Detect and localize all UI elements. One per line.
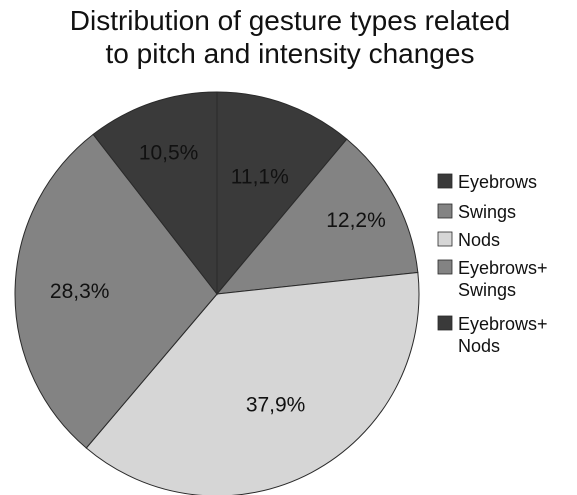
pie-slice <box>14 133 218 449</box>
legend-item: Eyebrows+ Swings <box>437 258 548 300</box>
pie-slices <box>14 91 420 495</box>
pie-slice <box>215 138 419 295</box>
legend-label: Swings <box>458 202 516 222</box>
pie-slice <box>216 91 348 296</box>
chart-title: Distribution of gesture types related to… <box>70 5 510 69</box>
pie-slice-label: 10,5% <box>139 142 199 165</box>
legend-item: Eyebrows <box>437 172 537 192</box>
legend-label: Eyebrows <box>458 172 537 192</box>
legend-swatch <box>437 231 453 247</box>
chart-title-line-1: Distribution of gesture types related <box>70 5 510 36</box>
chart-title-line-2: to pitch and intensity changes <box>106 38 475 69</box>
legend-swatch <box>437 203 453 219</box>
legend-item: Nods <box>437 230 500 250</box>
legend-label: Eyebrows+ Nods <box>458 314 548 356</box>
legend-item: Swings <box>437 202 516 222</box>
legend-swatch <box>437 315 453 331</box>
pie-slice-label: 12,2% <box>326 209 386 232</box>
pie-slice-label: 37,9% <box>246 394 306 417</box>
legend-swatch <box>437 173 453 189</box>
legend-label: Nods <box>458 230 500 250</box>
pie-slice-label: 28,3% <box>50 280 110 303</box>
pie-slice-label: 11,1% <box>231 165 289 188</box>
pie-slice-labels: 11,1% 12,2% 37,9% 28,3% 10,5% <box>50 142 386 417</box>
legend-item: Eyebrows+ Nods <box>437 314 548 356</box>
legend-label: Eyebrows+ Swings <box>458 258 548 300</box>
pie-slice <box>92 91 218 296</box>
legend-swatch <box>437 259 453 275</box>
legend: Eyebrows Swings Nods Eyebrows+ Swings Eyebrow… <box>437 172 548 356</box>
pie-slice <box>85 271 420 495</box>
